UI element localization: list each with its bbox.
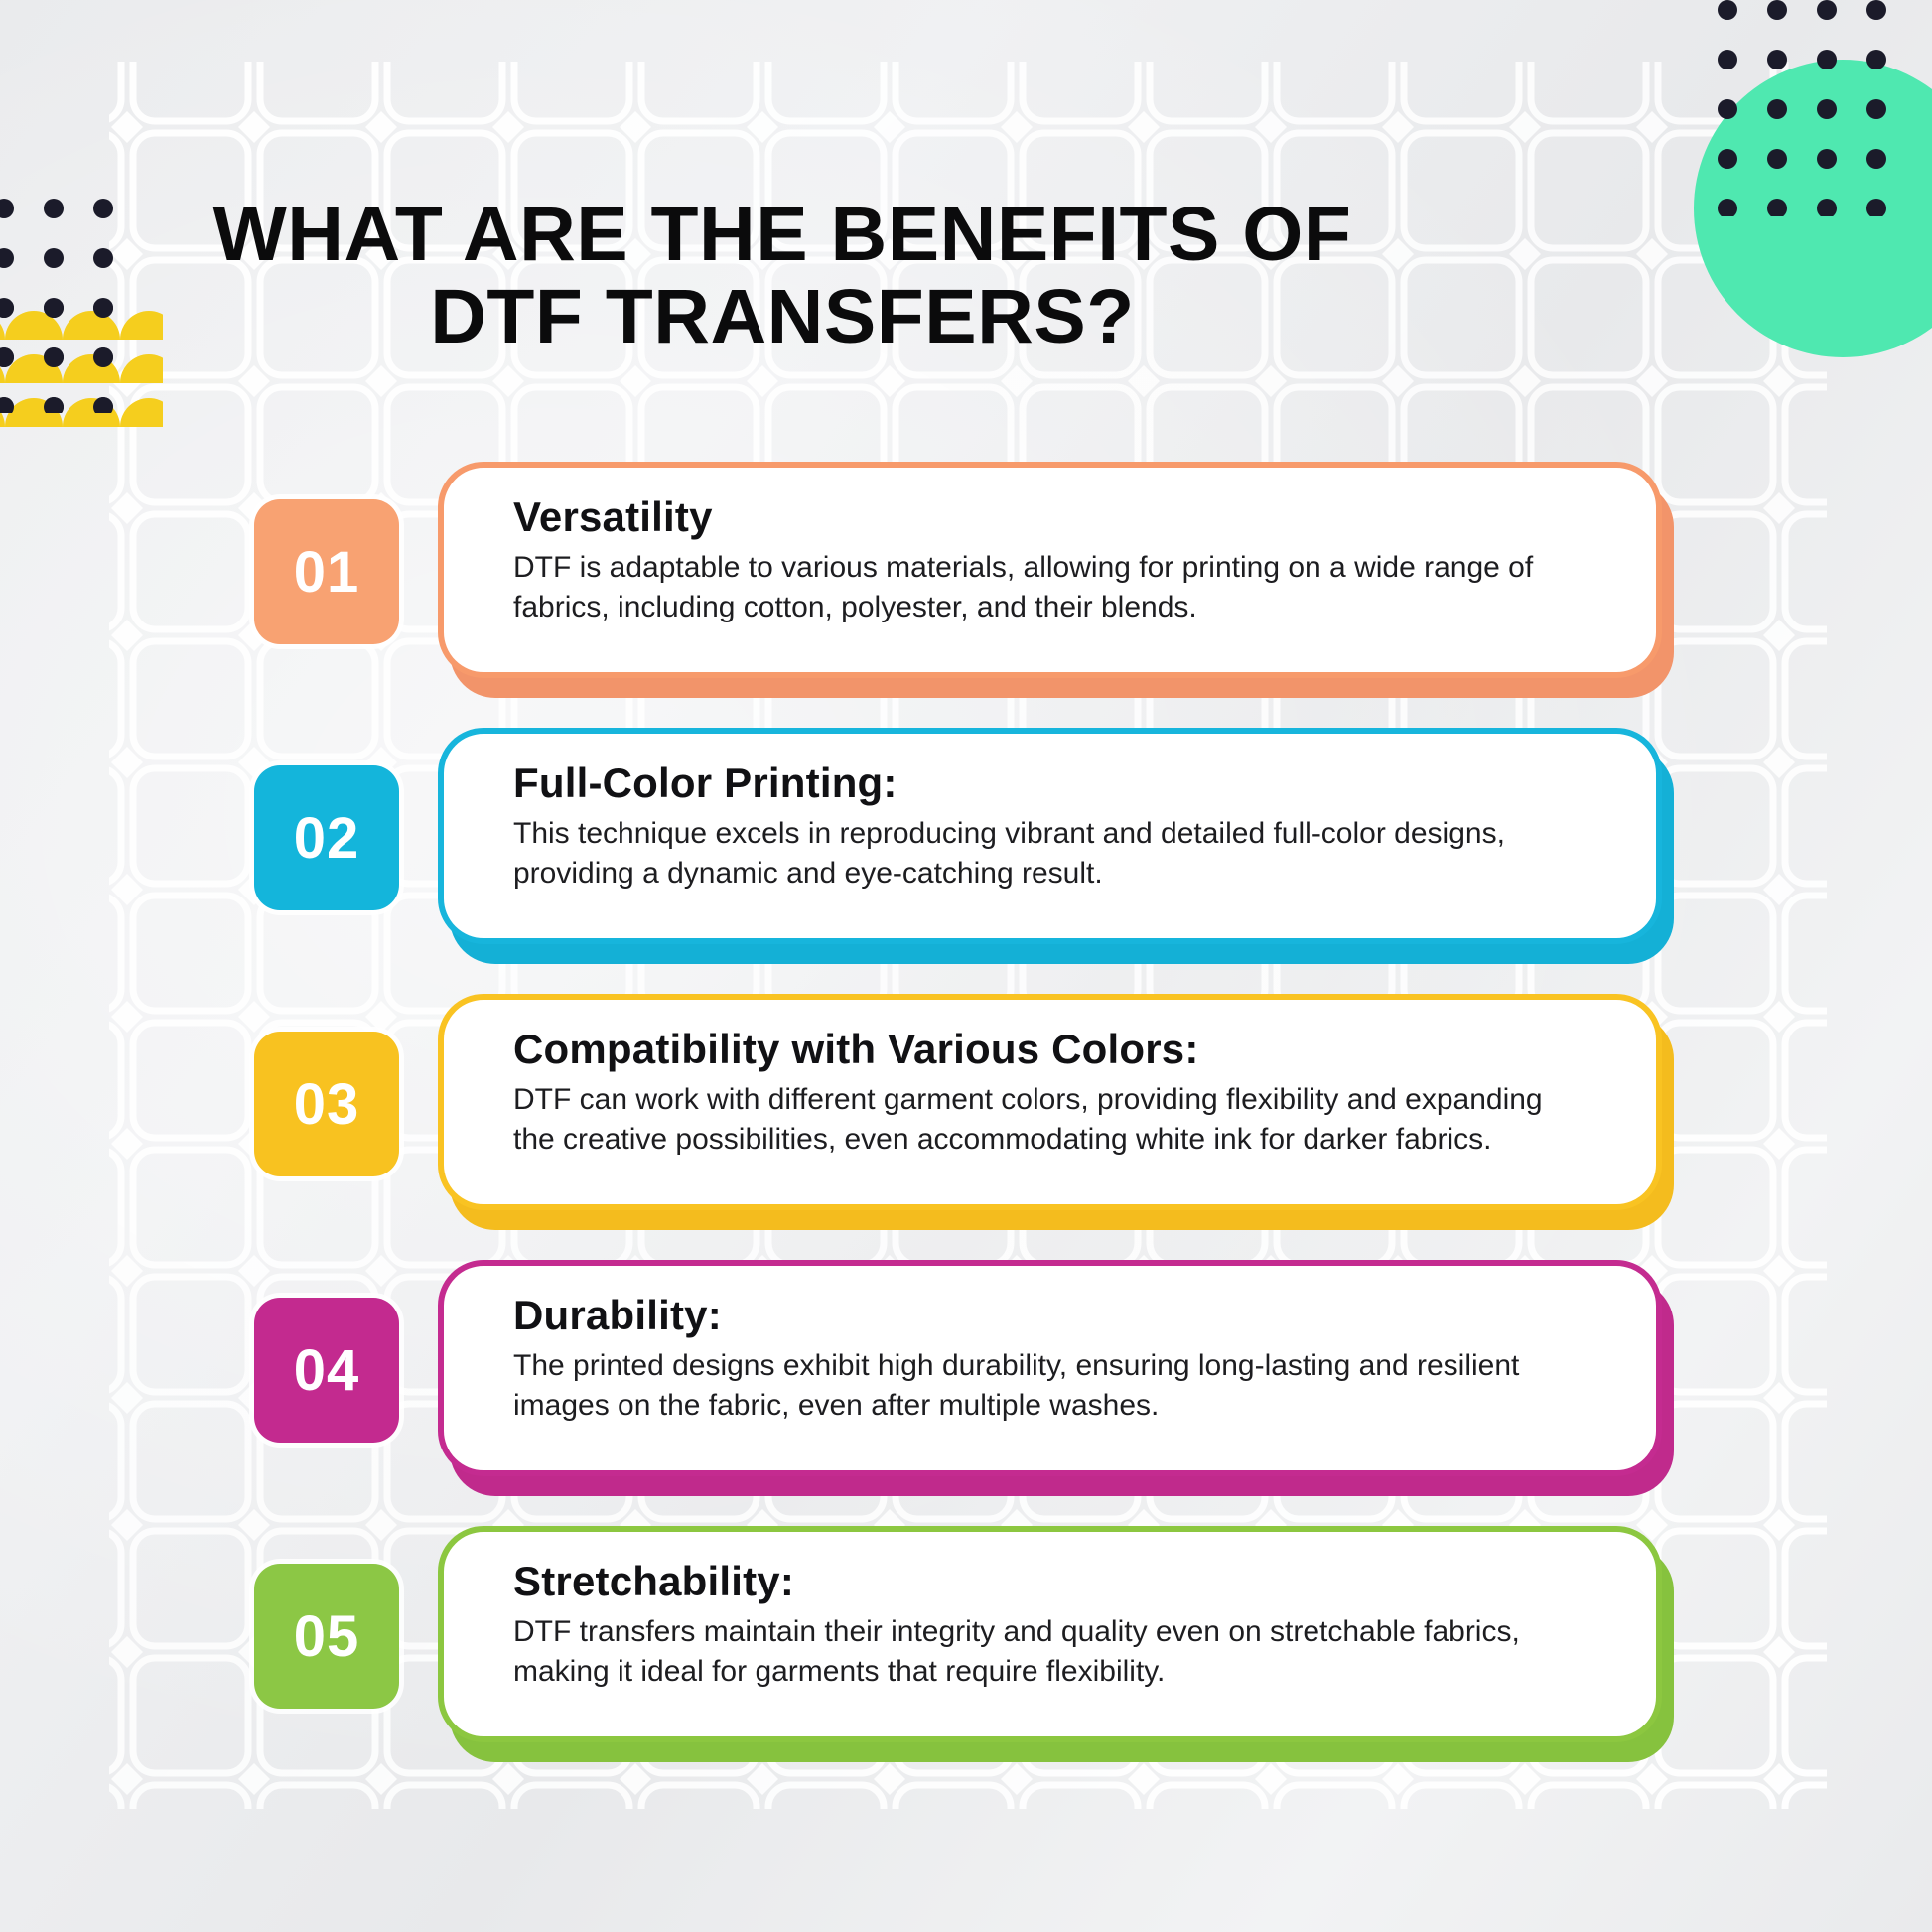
- card-title-3: Compatibility with Various Colors:: [513, 1026, 1199, 1072]
- card-number-badge-1: 01: [254, 499, 399, 644]
- card-number-badge-2: 02: [254, 765, 399, 910]
- card-body-2: Full-Color Printing: This technique exce…: [438, 728, 1662, 944]
- card-title-4: Durability:: [513, 1292, 722, 1338]
- card-description-1: DTF is adaptable to various materials, a…: [513, 551, 1534, 623]
- yellow-semicircle-pattern: [0, 311, 163, 427]
- card-title-5: Stretchability:: [513, 1558, 795, 1604]
- benefit-card-2: Full-Color Printing: This technique exce…: [0, 718, 1932, 984]
- card-description-5: DTF transfers maintain their integrity a…: [513, 1615, 1520, 1688]
- card-body-1: Versatility DTF is adaptable to various …: [438, 462, 1662, 678]
- card-description-4: The printed designs exhibit high durabil…: [513, 1349, 1520, 1422]
- card-body-4: Durability: The printed designs exhibit …: [438, 1260, 1662, 1476]
- card-number-badge-4: 04: [254, 1298, 399, 1443]
- benefit-card-5: Stretchability: DTF transfers maintain t…: [0, 1516, 1932, 1782]
- card-number-badge-3: 03: [254, 1032, 399, 1176]
- card-description-2: This technique excels in reproducing vib…: [513, 817, 1505, 890]
- benefits-list: Versatility DTF is adaptable to various …: [0, 452, 1932, 1782]
- page-title: WHAT ARE THE BENEFITS OF DTF TRANSFERS?: [212, 192, 1352, 360]
- card-description-3: DTF can work with different garment colo…: [513, 1083, 1543, 1156]
- benefit-card-1: Versatility DTF is adaptable to various …: [0, 452, 1932, 718]
- card-title-2: Full-Color Printing:: [513, 759, 897, 806]
- card-body-3: Compatibility with Various Colors: DTF c…: [438, 994, 1662, 1210]
- card-title-1: Versatility: [513, 493, 713, 540]
- benefit-card-4: Durability: The printed designs exhibit …: [0, 1250, 1932, 1516]
- card-number-badge-5: 05: [254, 1564, 399, 1709]
- dot-grid-top-right: [1718, 0, 1886, 216]
- card-body-5: Stretchability: DTF transfers maintain t…: [438, 1526, 1662, 1742]
- benefit-card-3: Compatibility with Various Colors: DTF c…: [0, 984, 1932, 1250]
